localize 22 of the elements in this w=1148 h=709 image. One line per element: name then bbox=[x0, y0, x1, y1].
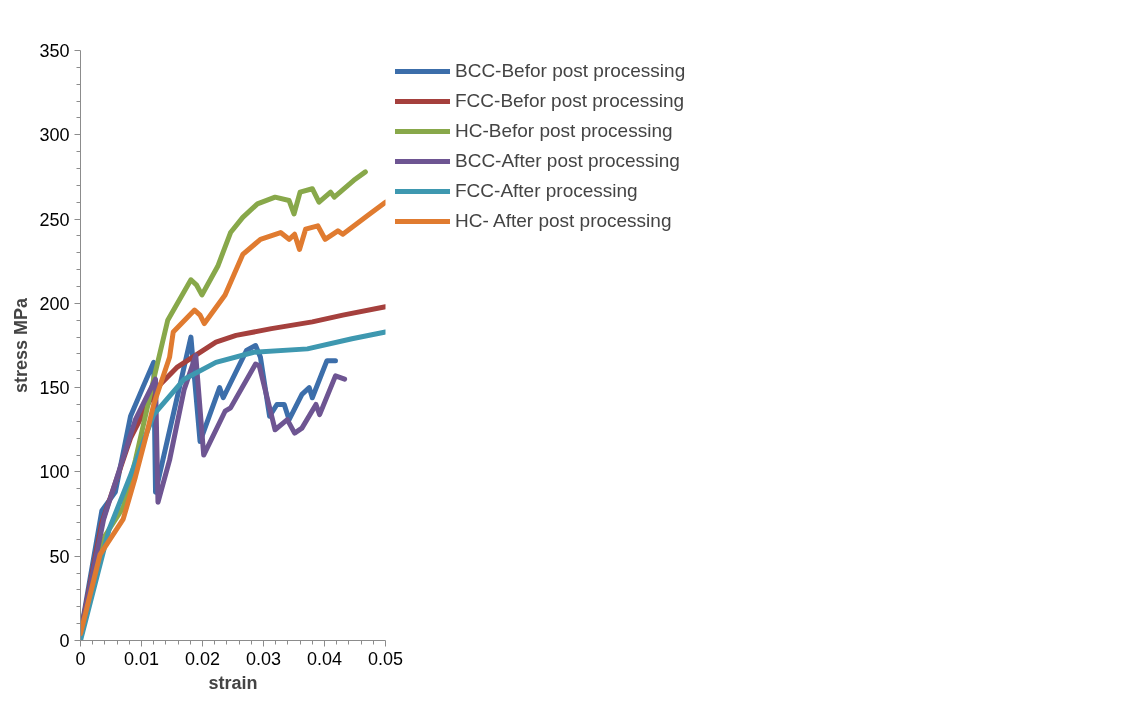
x-axis-title: strain bbox=[208, 672, 258, 693]
x-tick-label: 0 bbox=[75, 648, 86, 669]
y-tick-label: 0 bbox=[59, 631, 70, 651]
y-tick-label: 250 bbox=[39, 209, 70, 230]
legend-label: FCC-After processing bbox=[455, 180, 638, 202]
x-tick-label: 0.02 bbox=[184, 648, 221, 669]
legend-label: HC-Befor post processing bbox=[455, 120, 673, 142]
y-tick-label: 100 bbox=[39, 462, 70, 483]
x-tick-label: 0.04 bbox=[306, 648, 343, 669]
legend-label: HC- After post processing bbox=[455, 210, 672, 232]
legend-label: BCC-Befor post processing bbox=[455, 60, 686, 82]
x-tick-label: 0.03 bbox=[245, 648, 282, 669]
y-tick-label: 200 bbox=[39, 293, 70, 314]
x-tick-label: 0.01 bbox=[123, 648, 160, 669]
legend-label: BCC-After post processing bbox=[455, 150, 680, 172]
y-tick-label: 350 bbox=[39, 41, 70, 61]
y-axis-title: stress MPa bbox=[11, 296, 32, 394]
y-tick-label: 150 bbox=[39, 378, 70, 399]
y-tick-label: 50 bbox=[49, 546, 70, 567]
x-tick-label: 0.05 bbox=[367, 648, 404, 669]
legend-label: FCC-Befor post processing bbox=[455, 90, 685, 112]
y-tick-label: 300 bbox=[39, 125, 70, 146]
